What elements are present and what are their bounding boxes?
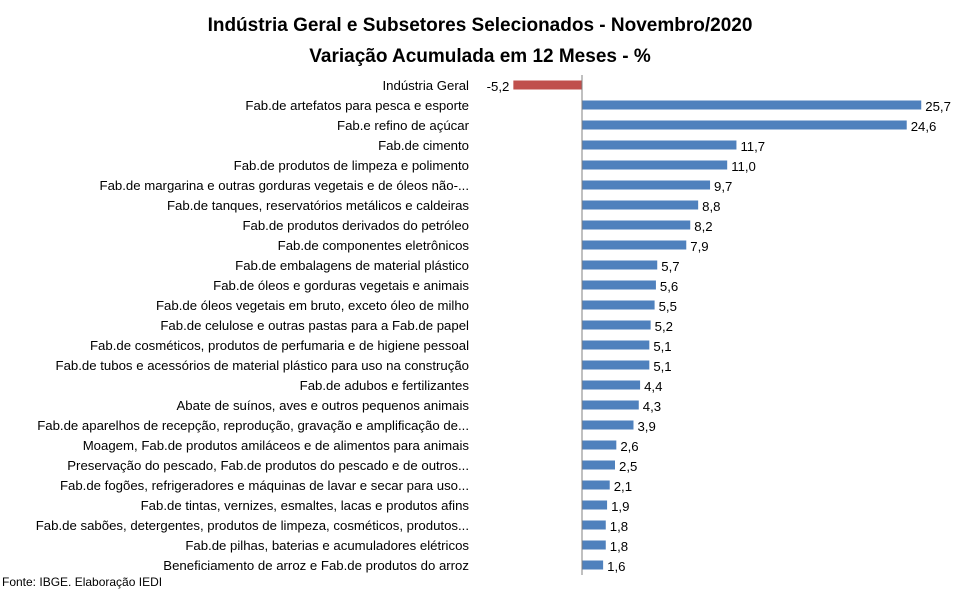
value-label: 5,5 (659, 299, 677, 314)
category-label: Fab.de celulose e outras pastas para a F… (160, 318, 469, 333)
bar (582, 560, 604, 570)
value-label: 8,2 (694, 219, 712, 234)
category-label: Fab.de margarina e outras gorduras veget… (100, 178, 469, 193)
bar (582, 520, 606, 530)
value-label: 1,8 (610, 519, 628, 534)
category-label: Fab.de adubos e fertilizantes (300, 378, 470, 393)
value-label: -5,2 (487, 79, 510, 94)
value-label: 24,6 (911, 119, 937, 134)
bar (582, 140, 737, 150)
category-label: Fab.de embalagens de material plástico (235, 258, 469, 273)
value-label: 3,9 (637, 419, 655, 434)
value-label: 11,0 (731, 159, 756, 174)
category-label: Fab.de produtos de limpeza e polimento (234, 158, 469, 173)
category-label: Fab.de sabões, detergentes, produtos de … (36, 518, 469, 533)
value-label: 2,6 (620, 439, 638, 454)
bar (582, 100, 922, 110)
category-label: Fab.de óleos vegetais em bruto, exceto ó… (156, 298, 469, 313)
chart-subtitle: Variação Acumulada em 12 Meses - % (309, 46, 651, 67)
value-label: 5,7 (661, 259, 679, 274)
value-label: 25,7 (925, 99, 951, 114)
category-label: Fab.e refino de açúcar (337, 118, 470, 133)
value-label: 4,3 (643, 399, 661, 414)
bar (582, 180, 711, 190)
category-label: Fab.de tintas, vernizes, esmaltes, lacas… (141, 498, 470, 513)
category-label: Fab.de tubos e acessórios de material pl… (56, 358, 469, 373)
value-label: 8,8 (702, 199, 720, 214)
bar (582, 500, 608, 510)
value-label: 9,7 (714, 179, 732, 194)
bar-highlight (513, 80, 582, 90)
category-label: Fab.de aparelhos de recepção, reprodução… (37, 418, 469, 433)
value-label: 11,7 (740, 139, 765, 154)
bar (582, 380, 641, 390)
value-label: 2,1 (614, 479, 632, 494)
bar (582, 320, 651, 330)
category-label: Fab.de componentes eletrônicos (278, 238, 470, 253)
category-label: Fab.de fogões, refrigeradores e máquinas… (60, 478, 469, 493)
bar (582, 260, 658, 270)
value-label: 5,2 (655, 319, 673, 334)
value-label: 1,8 (610, 539, 628, 554)
bar (582, 360, 650, 370)
category-label: Fab.de produtos derivados do petróleo (242, 218, 469, 233)
category-label: Fab.de pilhas, baterias e acumuladores e… (185, 538, 469, 553)
bar (582, 300, 655, 310)
bar (582, 240, 687, 250)
value-label: 4,4 (644, 379, 662, 394)
category-label: Indústria Geral (383, 78, 470, 93)
value-label: 5,6 (660, 279, 678, 294)
bar (582, 120, 907, 130)
bar (582, 540, 606, 550)
category-label: Beneficiamento de arroz e Fab.de produto… (163, 558, 469, 573)
bar (582, 440, 617, 450)
value-label: 2,5 (619, 459, 637, 474)
bar (582, 400, 639, 410)
value-label: 1,6 (607, 559, 625, 574)
bar (582, 460, 615, 470)
category-label: Fab.de artefatos para pesca e esporte (245, 98, 469, 113)
value-label: 7,9 (690, 239, 708, 254)
category-label: Fab.de óleos e gorduras vegetais e anima… (213, 278, 469, 293)
category-label: Preservação do pescado, Fab.de produtos … (67, 458, 469, 473)
bar (582, 480, 610, 490)
bar (582, 220, 691, 230)
chart-title: Indústria Geral e Subsetores Selecionado… (208, 15, 753, 36)
source-note: Fonte: IBGE. Elaboração IEDI (2, 575, 163, 589)
bar (582, 340, 650, 350)
category-label: Abate de suínos, aves e outros pequenos … (176, 398, 469, 413)
category-label: Fab.de tanques, reservatórios metálicos … (167, 198, 469, 213)
category-label: Fab.de cimento (378, 138, 469, 153)
bar (582, 160, 728, 170)
category-label: Moagem, Fab.de produtos amiláceos e de a… (83, 438, 470, 453)
bars-group: Indústria Geral -5,2 Fab.de artefatos para… (36, 78, 951, 574)
value-label: 5,1 (653, 339, 671, 354)
value-label: 5,1 (653, 359, 671, 374)
value-label: 1,9 (611, 499, 629, 514)
category-label: Fab.de cosméticos, produtos de perfumari… (90, 338, 469, 353)
bar (582, 200, 699, 210)
bar (582, 420, 634, 430)
bar (582, 280, 656, 290)
